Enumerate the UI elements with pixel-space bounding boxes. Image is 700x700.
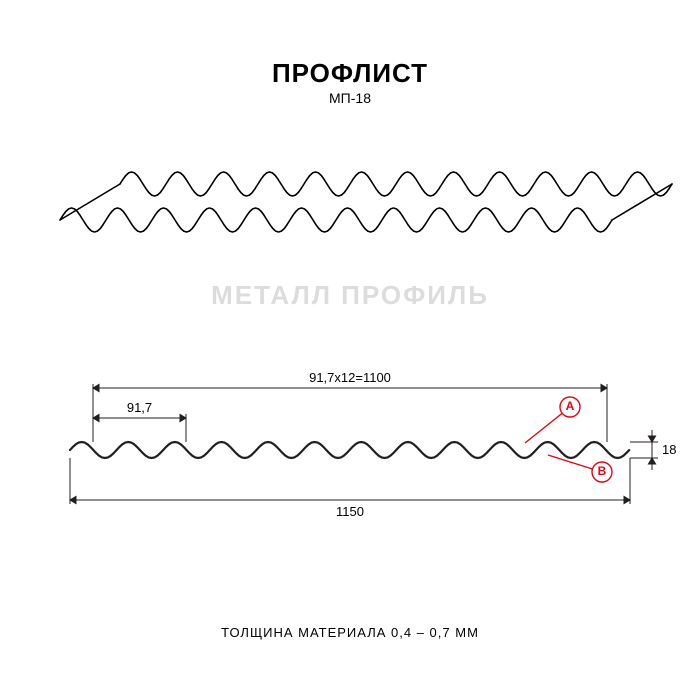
isometric-view [0, 130, 700, 330]
dim-overall-label: 1150 [290, 504, 410, 519]
diagram-root: { "title": { "text": "ПРОФЛИСТ", "fontsi… [0, 0, 700, 700]
page-subtitle: МП-18 [0, 90, 700, 106]
profile-view [0, 360, 700, 580]
marker-a-label: A [564, 399, 576, 413]
thickness-note: ТОЛЩИНА МАТЕРИАЛА 0,4 – 0,7 ММ [0, 625, 700, 640]
dim-formula-label: 91,7х12=1100 [270, 370, 430, 385]
page-title: ПРОФЛИСТ [0, 58, 700, 89]
dim-height-label: 18 [662, 442, 700, 457]
marker-b-label: B [596, 464, 608, 478]
dim-pitch-label: 91,7 [100, 400, 180, 415]
